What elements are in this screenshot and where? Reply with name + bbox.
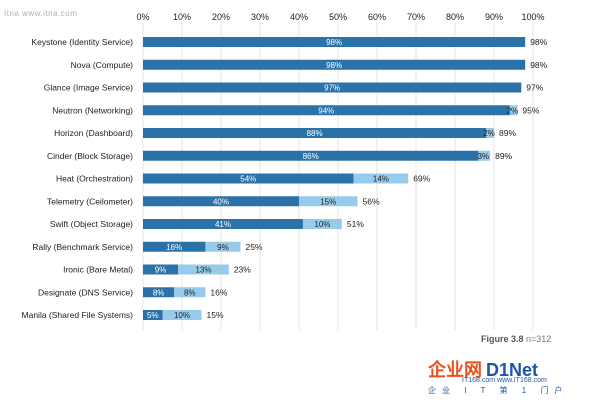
category-label: Ironic (Bare Metal) [63, 265, 133, 275]
category-label: Neutron (Networking) [52, 105, 133, 115]
x-tick-label: 90% [485, 12, 503, 22]
watermark-url: Itna www.itna.com [4, 9, 78, 18]
segment-value-label: 16% [166, 243, 182, 252]
x-tick-label: 0% [136, 12, 149, 22]
bar-segment-primary [143, 264, 179, 275]
bar-segment-primary [143, 128, 487, 138]
secondary-value-label: 3% [477, 152, 489, 161]
category-label: Designate (DNS Service) [38, 287, 133, 297]
secondary-value-label: 10% [314, 220, 330, 229]
secondary-value-label: 10% [174, 311, 190, 320]
segment-value-label: 54% [240, 175, 256, 184]
bar-segment-secondary [178, 264, 229, 275]
bar-segment-secondary [174, 287, 206, 298]
total-value-label: 56% [363, 196, 380, 206]
bar-segment-primary [143, 219, 303, 229]
x-tick-label: 60% [368, 12, 386, 22]
segment-value-label: 5% [147, 311, 159, 320]
segment-value-label: 98% [326, 61, 342, 70]
segment-value-label: 94% [318, 106, 334, 115]
bar-segment-primary [143, 287, 175, 298]
total-value-label: 98% [530, 60, 547, 70]
category-label: Glance (Image Service) [44, 83, 133, 93]
x-tick-label: 30% [251, 12, 269, 22]
secondary-value-label: 13% [195, 266, 211, 275]
category-label: Manila (Shared File Systems) [22, 310, 134, 320]
secondary-value-label: 8% [184, 288, 196, 297]
secondary-value-label: 2% [507, 106, 519, 115]
bar-segment-secondary [478, 150, 491, 161]
total-value-label: 69% [413, 174, 430, 184]
segment-value-label: 88% [307, 129, 323, 138]
x-tick-label: 40% [290, 12, 308, 22]
total-value-label: 25% [246, 242, 263, 252]
logo-main: 企业网 D1Net [428, 356, 538, 382]
bar-segment-primary [143, 241, 206, 252]
x-tick-label: 70% [407, 12, 425, 22]
secondary-value-label: 14% [373, 175, 389, 184]
segment-value-label: 41% [215, 220, 231, 229]
total-value-label: 97% [526, 83, 543, 93]
bar-segment-primary [143, 310, 163, 320]
x-tick-label: 80% [446, 12, 464, 22]
logo-sub-text: IT168.com www.IT168.com [462, 377, 547, 384]
x-axis-ticks: 0% 10% 20% 30% 40% 50% 60% 70% 80% 90% 100% [136, 12, 544, 22]
category-label: Swift (Object Storage) [50, 219, 133, 229]
sample-size: n=312 [526, 334, 552, 344]
figure-label: Figure 3.8 [481, 334, 524, 344]
category-label: Cinder (Block Storage) [47, 151, 133, 161]
figure-caption: Figure 3.8 n=312 [481, 334, 551, 344]
bar-segment-primary [143, 82, 522, 93]
segment-value-label: 98% [326, 38, 342, 47]
category-label: Telemetry (Ceilometer) [47, 196, 133, 206]
x-tick-label: 100% [521, 12, 544, 22]
category-label: Keystone (Identity Service) [31, 37, 133, 47]
logo-bottom-text: 企业 I T 第 1 门户 [428, 386, 569, 395]
secondary-value-label: 2% [483, 129, 495, 138]
bar-segment-primary [143, 37, 526, 47]
total-value-label: 16% [210, 287, 227, 297]
total-value-label: 95% [522, 105, 539, 115]
x-tick-label: 50% [329, 12, 347, 22]
total-value-label: 15% [207, 310, 224, 320]
bar-segment-primary [143, 150, 479, 161]
total-value-label: 98% [530, 37, 547, 47]
bar-segment-secondary [353, 173, 409, 184]
category-label: Heat (Orchestration) [56, 174, 133, 184]
segment-value-label: 86% [303, 152, 319, 161]
total-value-label: 89% [495, 151, 512, 161]
bar-segment-primary [143, 59, 526, 70]
category-label: Rally (Benchmark Service) [32, 242, 133, 252]
bar-segment-secondary [509, 105, 518, 116]
category-label: Horizon (Dashboard) [54, 128, 133, 138]
publisher-logo: 企业网 D1Net IT168.com www.IT168.com 企业 I T … [428, 356, 596, 396]
bar-segment-primary [143, 173, 354, 184]
secondary-value-label: 9% [217, 243, 229, 252]
bar-segment-primary [143, 196, 299, 207]
secondary-value-label: 15% [320, 197, 336, 206]
total-value-label: 51% [347, 219, 364, 229]
x-tick-label: 20% [212, 12, 230, 22]
segment-value-label: 9% [155, 266, 167, 275]
segment-value-label: 40% [213, 197, 229, 206]
bar-segment-secondary [205, 241, 241, 252]
bar-segment-primary [143, 105, 510, 116]
bar-segment-secondary [162, 310, 202, 320]
x-tick-label: 10% [173, 12, 191, 22]
total-value-label: 89% [499, 128, 516, 138]
bars [143, 37, 526, 320]
category-label: Nova (Compute) [71, 60, 134, 70]
bar-segment-secondary [486, 128, 494, 138]
bar-segment-secondary [299, 196, 358, 207]
bar-segment-secondary [302, 219, 342, 229]
logo-brand: D1Net [486, 360, 539, 380]
segment-value-label: 8% [153, 288, 165, 297]
segment-value-label: 97% [324, 84, 340, 93]
category-labels: Keystone (Identity Service) Nova (Compute… [22, 37, 134, 320]
total-value-label: 23% [234, 265, 251, 275]
data-labels: 98% 98%98% 98%97% 97%94% 2% 95%88% 2% 89%86% 3% 8… [147, 37, 548, 320]
logo-main-text: 企业网 [428, 360, 482, 380]
